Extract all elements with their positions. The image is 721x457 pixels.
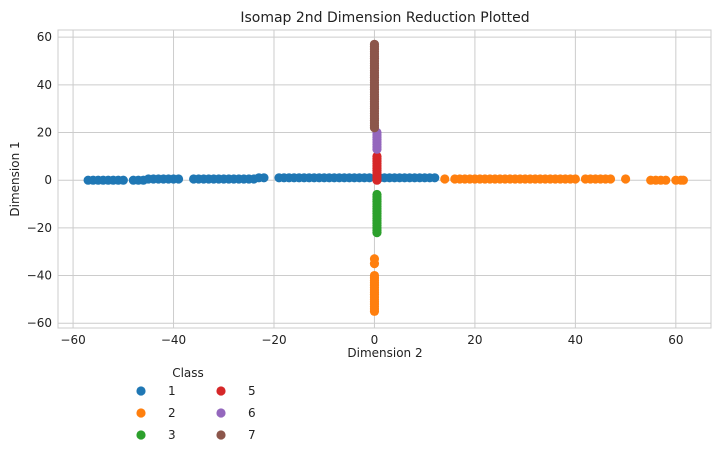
data-point-class-1 <box>364 173 375 183</box>
data-point-class-2 <box>369 254 380 264</box>
legend-label-class-5: 5 <box>248 384 256 398</box>
data-point-class-3 <box>372 228 382 238</box>
data-points <box>83 39 688 316</box>
data-point-class-5 <box>372 175 382 185</box>
x-tick-labels: −60 −40 −20 0 20 40 60 <box>60 333 683 347</box>
legend-label-class-6: 6 <box>248 406 256 420</box>
plot-frame <box>57 29 712 329</box>
y-tick-label: 20 <box>37 126 52 140</box>
legend-marker-class-7 <box>216 430 226 440</box>
legend-marker-class-1 <box>136 386 146 396</box>
y-tick-label: 60 <box>37 30 52 44</box>
x-tick-label: 40 <box>568 333 583 347</box>
legend-marker-class-3 <box>136 430 146 440</box>
x-tick-label: −40 <box>161 333 186 347</box>
legend-label-class-2: 2 <box>168 406 176 420</box>
data-point-class-1 <box>259 173 269 183</box>
y-tick-label: −40 <box>27 269 52 283</box>
y-tick-label: 0 <box>44 173 52 187</box>
data-point-class-2 <box>661 175 671 185</box>
y-tick-label: −60 <box>27 316 52 330</box>
data-point-class-2 <box>621 174 631 184</box>
legend-label-class-1: 1 <box>168 384 176 398</box>
legend-label-class-3: 3 <box>168 428 176 442</box>
chart-title: Isomap 2nd Dimension Reduction Plotted <box>240 10 529 26</box>
data-point-class-2 <box>369 306 380 316</box>
legend-items: 1 2 3 5 6 7 <box>136 384 256 442</box>
data-point-class-7 <box>369 123 380 133</box>
data-point-class-2 <box>678 175 688 185</box>
x-tick-label: −60 <box>60 333 85 347</box>
legend-marker-class-5 <box>216 386 226 396</box>
legend-marker-class-6 <box>216 408 226 418</box>
data-point-class-1 <box>173 174 184 184</box>
x-tick-label: −20 <box>261 333 286 347</box>
y-axis-label: Dimension 1 <box>8 141 22 216</box>
y-tick-label: 40 <box>37 78 52 92</box>
y-tick-label: −20 <box>27 221 52 235</box>
data-point-class-1 <box>430 173 440 183</box>
legend-label-class-7: 7 <box>248 428 256 442</box>
x-tick-label: 60 <box>668 333 683 347</box>
x-tick-label: 20 <box>467 333 482 347</box>
legend-marker-class-2 <box>136 408 146 418</box>
data-point-class-2 <box>570 174 580 184</box>
data-point-class-2 <box>605 174 616 184</box>
x-tick-label: 0 <box>371 333 379 347</box>
legend: Class 1 2 3 5 6 7 <box>136 366 256 442</box>
data-point-class-6 <box>372 144 382 154</box>
data-point-class-2 <box>440 174 450 184</box>
legend-title: Class <box>172 366 204 380</box>
y-tick-labels: −60 −40 −20 0 20 40 60 <box>27 30 52 330</box>
data-point-class-1 <box>118 175 128 185</box>
x-axis-label: Dimension 2 <box>347 346 422 360</box>
